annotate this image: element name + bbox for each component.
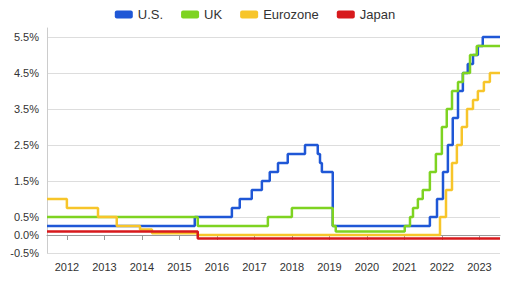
svg-text:UK: UK (204, 7, 222, 22)
svg-text:2014: 2014 (130, 261, 154, 273)
svg-text:2.5%: 2.5% (14, 139, 39, 151)
svg-text:2021: 2021 (392, 261, 416, 273)
svg-text:2019: 2019 (317, 261, 341, 273)
svg-text:4.5%: 4.5% (14, 67, 39, 79)
svg-text:1.5%: 1.5% (14, 175, 39, 187)
svg-text:Japan: Japan (360, 7, 395, 22)
svg-text:2012: 2012 (55, 261, 79, 273)
svg-text:5.5%: 5.5% (14, 31, 39, 43)
svg-text:2013: 2013 (92, 261, 116, 273)
svg-text:2018: 2018 (280, 261, 304, 273)
svg-text:2017: 2017 (242, 261, 266, 273)
svg-text:2022: 2022 (430, 261, 454, 273)
svg-text:-0.5%: -0.5% (10, 247, 39, 259)
svg-text:2020: 2020 (355, 261, 379, 273)
svg-text:2023: 2023 (467, 261, 491, 273)
svg-text:Eurozone: Eurozone (263, 7, 319, 22)
svg-text:3.5%: 3.5% (14, 103, 39, 115)
svg-text:2015: 2015 (167, 261, 191, 273)
svg-text:0.0%: 0.0% (14, 229, 39, 241)
svg-text:U.S.: U.S. (138, 7, 163, 22)
svg-text:2016: 2016 (205, 261, 229, 273)
svg-text:0.5%: 0.5% (14, 211, 39, 223)
